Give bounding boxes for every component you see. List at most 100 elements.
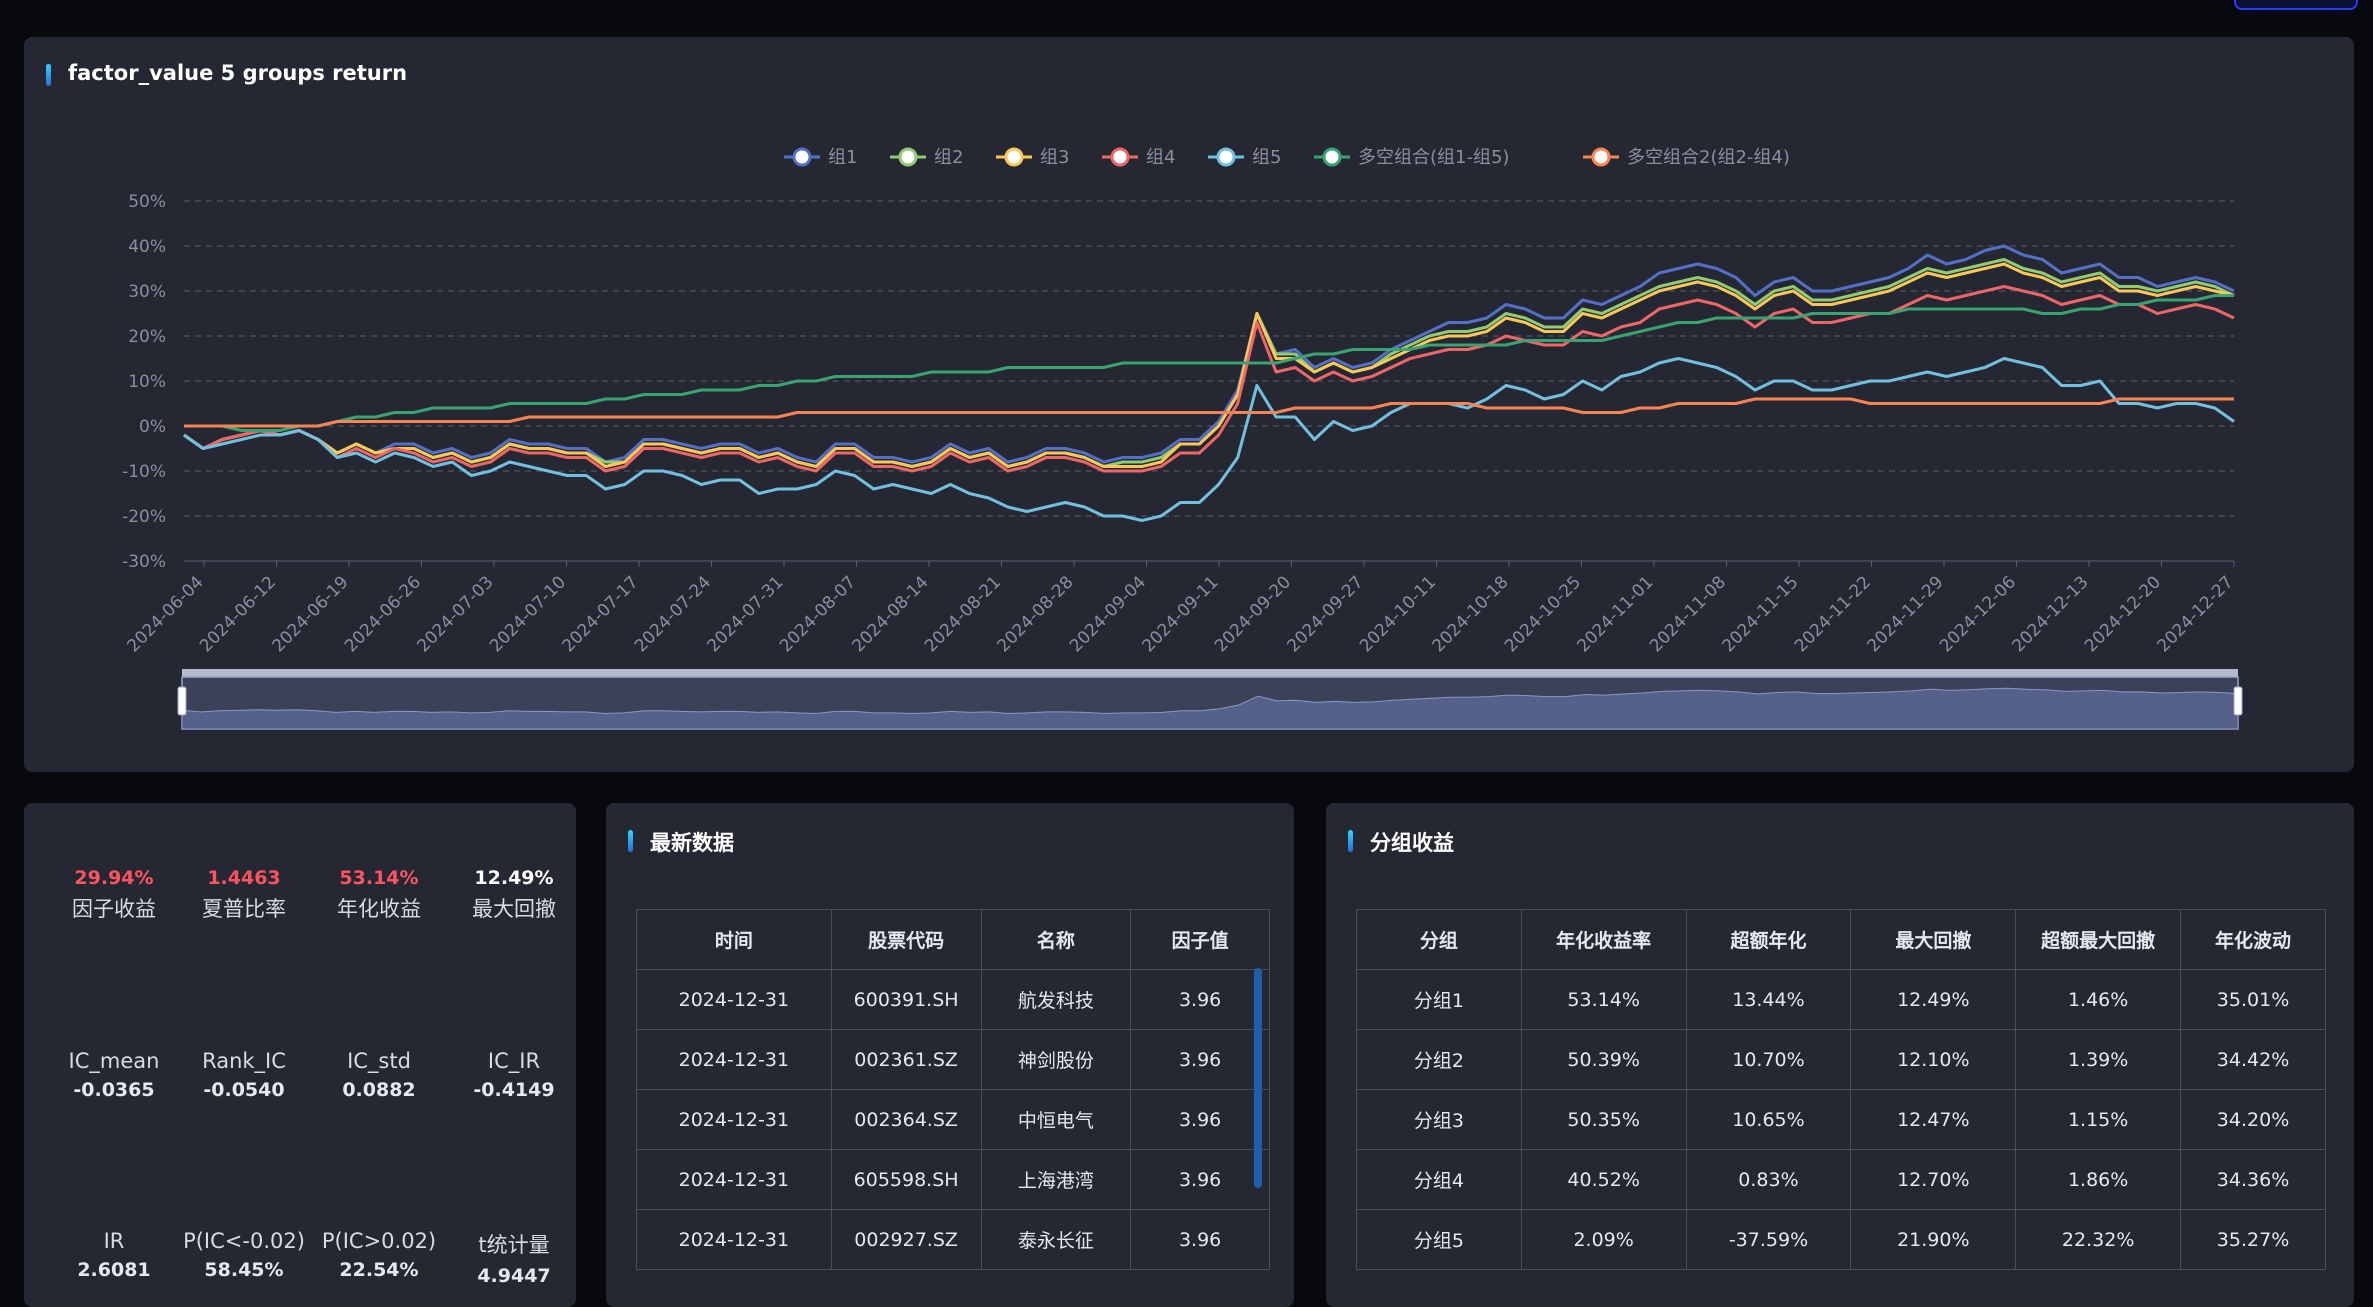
legend-item-5[interactable]: 组5 (1208, 147, 1281, 168)
column-header[interactable]: 因子值 (1130, 909, 1270, 970)
chart-svg: 50%40%30%20%10%0%-10%-20%-30%2024-06-042… (122, 147, 2243, 730)
x-tick-label: 2024-06-04 (124, 572, 208, 656)
table-cell: 12.70% (1850, 1149, 2017, 1210)
x-tick-label: 2024-07-31 (704, 572, 788, 656)
x-tick-label: 2024-08-21 (921, 572, 1005, 656)
metric-value: 2.6081 (77, 1259, 151, 1281)
table-cell: 分组5 (1356, 1209, 1522, 1270)
metric-row3-3: P(IC>0.02) 22.54% (314, 1229, 444, 1281)
x-tick-label: 2024-11-15 (1719, 572, 1803, 656)
title-accent-bar (1348, 830, 1353, 852)
x-tick-label: 2024-06-12 (196, 572, 280, 656)
metric-label: IC_std (347, 1049, 411, 1073)
table-row[interactable]: 2024-12-31 002927.SZ 泰永长征 3.96 (636, 1209, 1270, 1270)
metric-row2-2: Rank_IC -0.0540 (179, 1049, 309, 1101)
legend-item-6[interactable]: 多空组合(组1-组5) (1314, 147, 1509, 168)
legend-item-4[interactable]: 组4 (1102, 147, 1175, 168)
column-header[interactable]: 年化波动 (2180, 909, 2326, 970)
x-tick-label: 2024-09-11 (1139, 572, 1223, 656)
x-tick-label: 2024-09-04 (1066, 572, 1150, 656)
metric-value: 0.0882 (342, 1079, 416, 1101)
metric-label: Rank_IC (202, 1049, 286, 1073)
table-cell: 分组1 (1356, 969, 1522, 1030)
column-header[interactable]: 最大回撤 (1850, 909, 2017, 970)
metric-value: 29.94% (74, 867, 154, 889)
zoom-right-handle[interactable] (2233, 686, 2243, 716)
table-row[interactable]: 2024-12-31 605598.SH 上海港湾 3.96 (636, 1149, 1270, 1210)
metric-row2-1: IC_mean -0.0365 (49, 1049, 179, 1101)
metric-label: 最大回撤 (472, 897, 556, 921)
x-tick-label: 2024-07-03 (414, 572, 498, 656)
chart-panel: 50% 40% 30% 20% 10% 0% -10% -20% -30% 2024-06-04 2… (24, 37, 2354, 772)
metric-value: 22.54% (339, 1259, 419, 1281)
metric-label: P(IC>0.02) (321, 1229, 437, 1253)
table-cell: 13.44% (1685, 969, 1852, 1030)
metric-row3-1: IR 2.6081 (49, 1229, 179, 1281)
table-cell: 0.83% (1685, 1149, 1852, 1210)
table-row[interactable]: 2024-12-31 600391.SH 航发科技 3.96 (636, 969, 1270, 1030)
table-cell: 2024-12-31 (636, 1209, 832, 1270)
metric-row1-4: 12.49% 最大回撤 (449, 867, 576, 923)
metric-label: IR (103, 1229, 125, 1253)
table-cell: 分组2 (1356, 1029, 1522, 1090)
series-line-7 (184, 397, 2234, 428)
column-header[interactable]: 时间 (636, 909, 832, 970)
legend-item-7[interactable]: 多空组合2(组2-组4) (1583, 147, 1790, 168)
table-row[interactable]: 2024-12-31 002361.SZ 神剑股份 3.96 (636, 1029, 1270, 1090)
table-row[interactable]: 分组2 50.39% 10.70% 12.10% 1.39% 34.42% (1356, 1029, 2326, 1090)
x-tick-label: 2024-12-13 (2009, 572, 2093, 656)
x-tick-label: 2024-08-28 (994, 572, 1078, 656)
legend-label: 组3 (1040, 147, 1069, 168)
metric-label: t统计量 (478, 1233, 550, 1257)
table-cell: 1.86% (2015, 1149, 2182, 1210)
legend-item-1[interactable]: 组1 (784, 147, 857, 168)
metric-value: -0.0365 (73, 1079, 155, 1101)
table-cell: 3.96 (1130, 1209, 1270, 1270)
x-tick-label: 2024-10-18 (1429, 572, 1513, 656)
latest-title: 最新数据 (628, 827, 734, 857)
metric-label: 夏普比率 (202, 897, 286, 921)
metric-value: 58.45% (204, 1259, 284, 1281)
legend-marker (792, 147, 812, 167)
y-tick-label: 40% (128, 237, 166, 257)
top-right-button[interactable] (2234, 0, 2358, 10)
table-cell: 3.96 (1130, 1149, 1270, 1210)
metric-row3-4: t统计量 4.9447 (449, 1229, 576, 1287)
x-tick-label: 2024-07-24 (631, 572, 715, 656)
legend-item-3[interactable]: 组3 (996, 147, 1069, 168)
column-header[interactable]: 年化收益率 (1520, 909, 1687, 970)
table-cell: 35.01% (2180, 969, 2326, 1030)
zoom-top-bar (182, 669, 2238, 677)
legend-marker (1216, 147, 1236, 167)
table-cell: -37.59% (1685, 1209, 1852, 1270)
legend-item-2[interactable]: 组2 (890, 147, 963, 168)
legend-marker (1591, 147, 1611, 167)
table-cell: 12.10% (1850, 1029, 2017, 1090)
table-cell: 航发科技 (980, 969, 1132, 1030)
table-cell: 中恒电气 (980, 1089, 1132, 1150)
y-tick-label: 0% (139, 417, 166, 437)
table-row[interactable]: 分组5 2.09% -37.59% 21.90% 22.32% 35.27% (1356, 1209, 2326, 1270)
table-scrollbar[interactable] (1254, 968, 1262, 1188)
table-cell: 35.27% (2180, 1209, 2326, 1270)
column-header[interactable]: 股票代码 (830, 909, 982, 970)
table-cell: 分组3 (1356, 1089, 1522, 1150)
column-header[interactable]: 名称 (980, 909, 1132, 970)
zoom-left-handle[interactable] (177, 686, 187, 716)
title-accent-bar (46, 64, 51, 86)
x-tick-label: 2024-06-19 (269, 572, 353, 656)
legend-label: 组4 (1146, 147, 1175, 168)
table-cell: 21.90% (1850, 1209, 2017, 1270)
legend-label: 组5 (1252, 147, 1281, 168)
table-row[interactable]: 分组4 40.52% 0.83% 12.70% 1.86% 34.36% (1356, 1149, 2326, 1210)
table-cell: 3.96 (1130, 1029, 1270, 1090)
table-row[interactable]: 2024-12-31 002364.SZ 中恒电气 3.96 (636, 1089, 1270, 1150)
column-header[interactable]: 分组 (1356, 909, 1522, 970)
y-tick-label: 50% (128, 192, 166, 212)
table-row[interactable]: 分组1 53.14% 13.44% 12.49% 1.46% 35.01% (1356, 969, 2326, 1030)
table-row[interactable]: 分组3 50.35% 10.65% 12.47% 1.15% 34.20% (1356, 1089, 2326, 1150)
table-cell: 34.42% (2180, 1029, 2326, 1090)
column-header[interactable]: 超额年化 (1685, 909, 1852, 970)
metric-row3-2: P(IC<-0.02) 58.45% (179, 1229, 309, 1281)
column-header[interactable]: 超额最大回撤 (2015, 909, 2182, 970)
